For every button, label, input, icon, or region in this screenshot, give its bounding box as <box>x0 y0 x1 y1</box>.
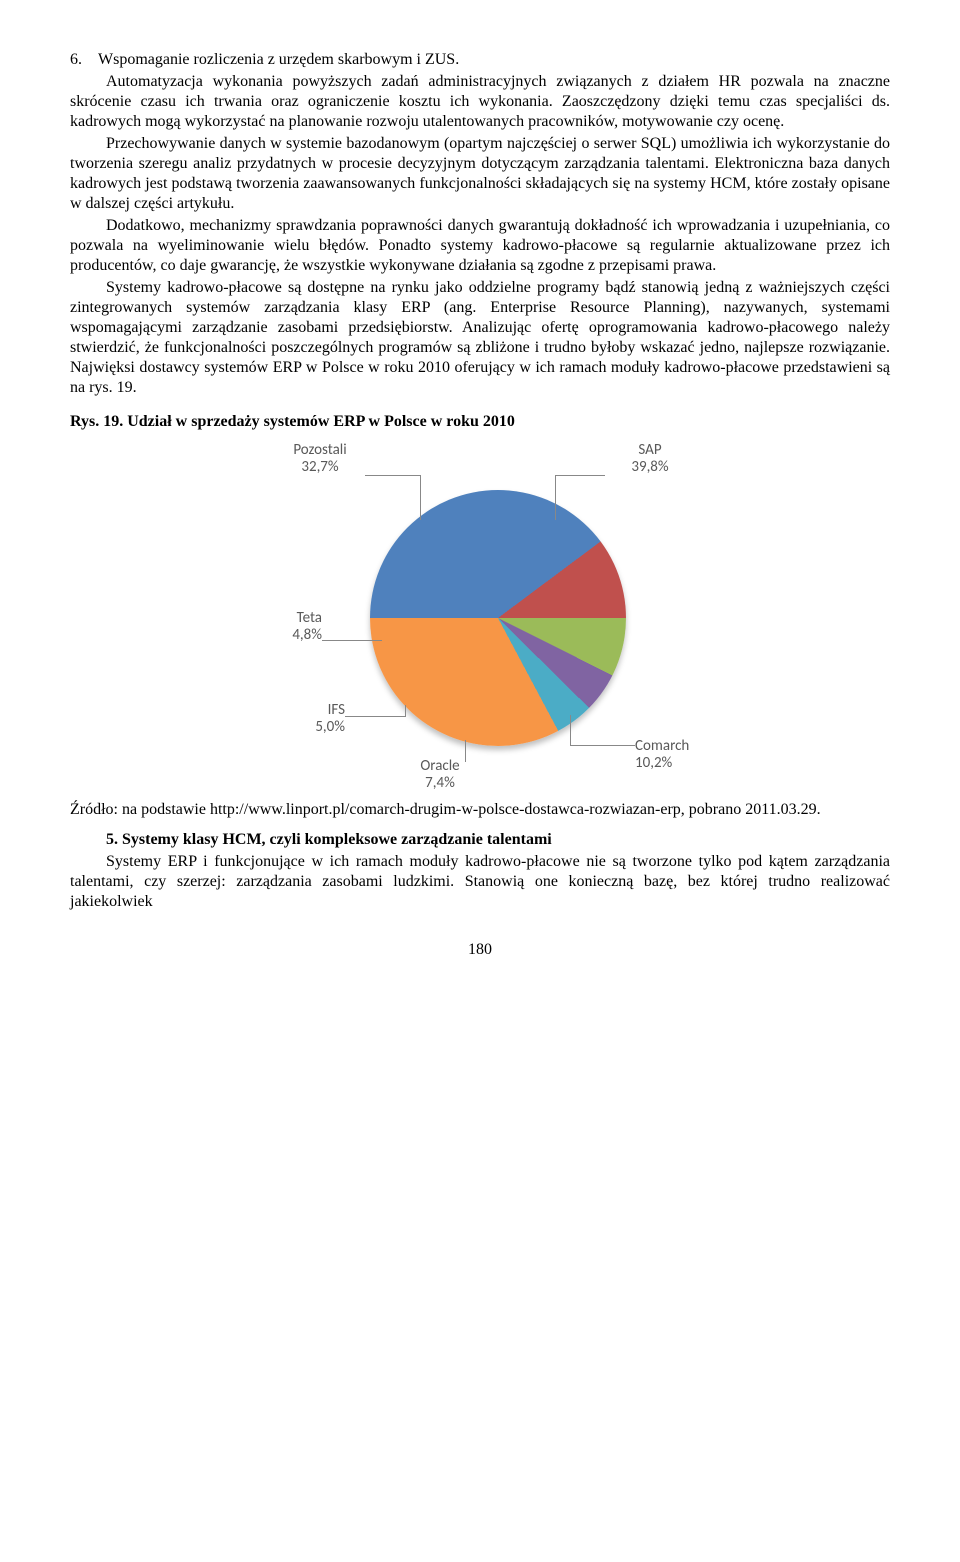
leader-poz-h <box>365 475 420 476</box>
label-oracle-pct: 7,4% <box>425 774 455 792</box>
label-pozostali: Pozostali 32,7% <box>270 442 370 477</box>
leader-comarch-h <box>570 745 635 746</box>
label-comarch-pct: 10,2% <box>635 754 672 772</box>
pie-graphic <box>370 490 626 746</box>
figure-caption: Rys. 19. Udział w sprzedaży systemów ERP… <box>70 412 890 432</box>
label-teta-pct: 4,8% <box>292 626 322 644</box>
section-5-heading: 5. Systemy klasy HCM, czyli kompleksowe … <box>70 830 890 850</box>
leader-poz <box>420 475 421 520</box>
paragraph-2: Przechowywanie danych w systemie bazodan… <box>70 134 890 214</box>
leader-sap <box>555 475 556 520</box>
page-number: 180 <box>70 940 890 960</box>
label-pozostali-name: Pozostali <box>293 441 346 459</box>
label-ifs-name: IFS <box>328 701 345 719</box>
erp-pie-chart: SAP 39,8% Comarch 10,2% Oracle 7,4% IFS … <box>210 440 750 800</box>
leader-ifs <box>345 716 405 717</box>
label-oracle: Oracle 7,4% <box>395 758 485 793</box>
label-ifs: IFS 5,0% <box>265 702 345 737</box>
label-pozostali-pct: 32,7% <box>301 458 338 476</box>
label-ifs-pct: 5,0% <box>315 718 345 736</box>
label-sap: SAP 39,8% <box>600 442 700 477</box>
label-oracle-name: Oracle <box>420 757 459 775</box>
label-sap-pct: 39,8% <box>631 458 668 476</box>
paragraph-1: Automatyzacja wykonania powyższych zadań… <box>70 72 890 132</box>
paragraph-4: Systemy kadrowo-płacowe są dostępne na r… <box>70 278 890 398</box>
label-teta-name: Teta <box>297 609 322 627</box>
paragraph-3: Dodatkowo, mechanizmy sprawdzania popraw… <box>70 216 890 276</box>
leader-oracle <box>465 740 466 762</box>
figure-source: Źródło: na podstawie http://www.linport.… <box>70 800 890 820</box>
label-comarch-name: Comarch <box>635 737 689 755</box>
leader-sap-h <box>555 475 605 476</box>
label-sap-name: SAP <box>638 441 661 459</box>
list-number: 6. <box>70 50 98 70</box>
list-text: Wspomaganie rozliczenia z urzędem skarbo… <box>98 51 459 68</box>
list-item-6: 6.Wspomaganie rozliczenia z urzędem skar… <box>70 50 890 70</box>
label-teta: Teta 4,8% <box>242 610 322 645</box>
leader-teta <box>322 640 382 641</box>
leader-ifs-v <box>405 705 406 717</box>
label-comarch: Comarch 10,2% <box>635 738 745 773</box>
leader-comarch <box>570 715 571 745</box>
section-5-body: Systemy ERP i funkcjonujące w ich ramach… <box>70 852 890 912</box>
